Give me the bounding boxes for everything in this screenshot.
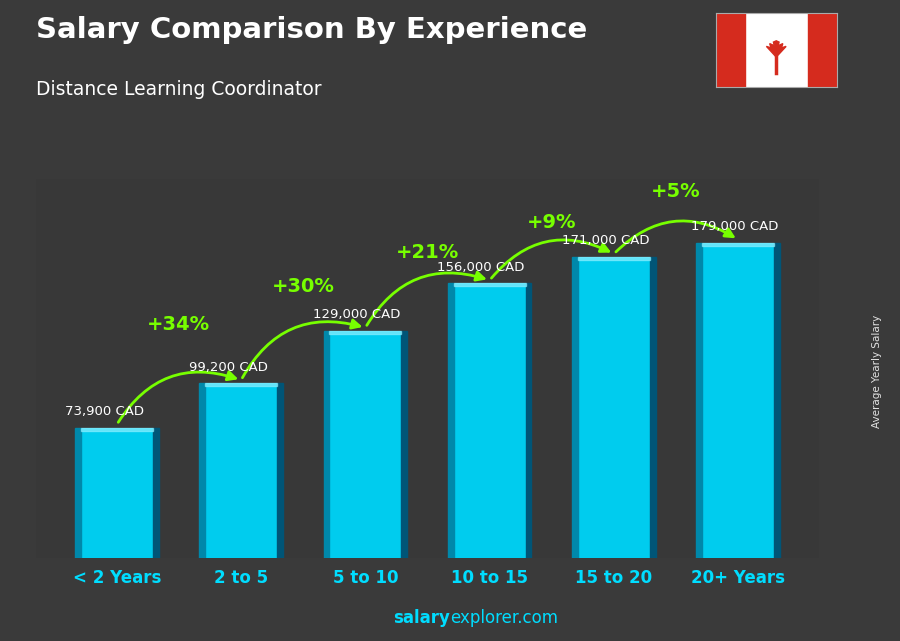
Bar (81, 428, 153, 431)
Text: explorer.com: explorer.com (450, 609, 558, 627)
Text: +21%: +21% (396, 243, 459, 262)
Bar (578, 257, 650, 260)
Bar (199, 383, 205, 558)
Text: 179,000 CAD: 179,000 CAD (691, 221, 778, 233)
Polygon shape (767, 41, 786, 57)
Text: salary: salary (393, 609, 450, 627)
Text: +34%: +34% (148, 315, 211, 334)
Bar (774, 243, 780, 558)
Bar (578, 257, 650, 558)
Bar (650, 257, 656, 558)
Bar (329, 331, 401, 558)
Text: +9%: +9% (527, 213, 577, 231)
Bar (716, 13, 744, 87)
Text: +5%: +5% (652, 183, 701, 201)
Bar (401, 331, 407, 558)
Text: Average Yearly Salary: Average Yearly Salary (872, 315, 883, 428)
Bar (153, 428, 158, 558)
Bar (454, 283, 526, 558)
Bar (329, 331, 401, 334)
Bar (277, 383, 283, 558)
Bar (808, 13, 837, 87)
Bar (702, 243, 774, 246)
Text: 129,000 CAD: 129,000 CAD (313, 308, 400, 321)
Bar (697, 243, 702, 558)
Text: Salary Comparison By Experience: Salary Comparison By Experience (36, 16, 587, 44)
Bar (323, 331, 329, 558)
Text: 73,900 CAD: 73,900 CAD (65, 405, 144, 418)
Bar (702, 243, 774, 558)
Bar (75, 428, 81, 558)
Bar (526, 283, 532, 558)
Text: +30%: +30% (272, 277, 335, 296)
Text: 171,000 CAD: 171,000 CAD (562, 235, 649, 247)
Bar (205, 383, 277, 558)
Bar (205, 383, 277, 386)
Bar (454, 283, 526, 287)
Bar (572, 257, 578, 558)
Bar (81, 428, 153, 558)
Text: Distance Learning Coordinator: Distance Learning Coordinator (36, 80, 321, 99)
Text: 99,200 CAD: 99,200 CAD (189, 361, 267, 374)
Bar (448, 283, 454, 558)
Text: 156,000 CAD: 156,000 CAD (437, 261, 525, 274)
